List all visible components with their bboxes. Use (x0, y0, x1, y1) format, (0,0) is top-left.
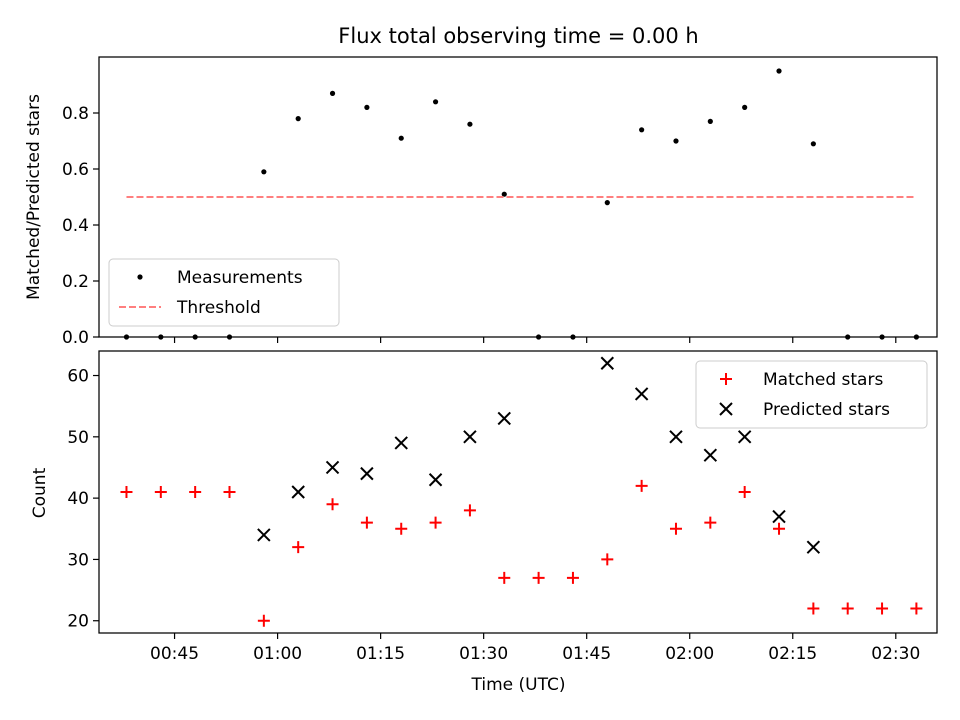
predicted-stars-point (463, 430, 477, 444)
matched-stars-point (807, 602, 820, 615)
measurement-point (398, 135, 404, 141)
measurement-point (639, 127, 645, 133)
measurement-point (742, 104, 748, 110)
bottom-y-tick-label: 60 (67, 367, 89, 387)
top-y-tick-label: 0.8 (62, 104, 89, 124)
matched-stars-point (257, 614, 270, 627)
predicted-stars-point (634, 387, 649, 401)
predicted-stars-point (428, 473, 443, 487)
bottom-plot-frame (98, 350, 938, 634)
matched-stars-point (910, 602, 923, 615)
predicted-stars-point (669, 430, 683, 444)
matched-stars-point (326, 498, 339, 511)
legend-measurements-marker (137, 274, 143, 280)
bottom-x-tick-label: 01:00 (253, 644, 302, 664)
bottom-y-axis-label: Count (30, 467, 50, 518)
predicted-stars-point (325, 460, 340, 475)
matched-stars-point (395, 522, 408, 535)
matched-stars-point (532, 571, 545, 584)
legend-measurements-label: Measurements (177, 268, 303, 288)
measurement-point (776, 68, 782, 74)
matched-stars-point (601, 553, 614, 566)
matched-stars-point (154, 486, 167, 498)
top-y-tick-label: 0.6 (62, 160, 89, 180)
matched-stars-point (120, 486, 133, 498)
legend-matched-label: Matched stars (763, 370, 883, 390)
bottom-legend-box (695, 360, 928, 429)
predicted-stars-point (600, 356, 615, 370)
bottom-legend: Matched stars Predicted stars (695, 360, 928, 429)
bottom-x-tick-label: 02:30 (871, 644, 920, 664)
measurement-point (810, 141, 816, 147)
matched-stars-point (876, 602, 889, 615)
bottom-x-tick-label: 01:45 (562, 644, 611, 664)
bottom-x-tick-label: 00:45 (150, 644, 199, 664)
bottom-x-tick-label: 01:15 (356, 644, 405, 664)
predicted-stars-point (497, 411, 511, 426)
matched-stars-point (669, 522, 682, 535)
measurement-point (261, 169, 267, 175)
legend-predicted-marker (719, 402, 733, 416)
predicted-stars-point (291, 485, 305, 499)
top-chart-title: Flux total observing time = 0.00 h (338, 24, 698, 48)
predicted-stars-point (703, 448, 718, 462)
top-plot-frame (98, 56, 938, 338)
bottom-x-axis-label: Time (UTC) (471, 675, 566, 695)
matched-stars-point (704, 516, 717, 529)
predicted-stars-point (806, 540, 821, 554)
bottom-y-tick-label: 20 (67, 612, 89, 632)
matched-stars-point (223, 486, 236, 498)
matched-stars-point (566, 571, 579, 584)
legend-threshold-label: Threshold (176, 298, 261, 318)
bottom-x-tick-label: 02:15 (768, 644, 817, 664)
measurement-point (501, 191, 507, 197)
measurement-point (295, 116, 301, 122)
matched-stars-point (429, 516, 442, 529)
measurement-point (673, 138, 679, 144)
matched-stars-point (463, 504, 476, 517)
predicted-stars-point (737, 430, 752, 444)
matched-stars-point (773, 522, 786, 535)
bottom-y-tick-label: 50 (67, 428, 89, 448)
top-legend: Measurements Threshold (108, 258, 340, 327)
predicted-stars-point (394, 436, 408, 450)
legend-matched-marker (720, 373, 732, 385)
bottom-plot-marks (120, 356, 923, 627)
matched-stars-point (635, 479, 648, 492)
matched-stars-point (360, 516, 373, 529)
measurement-point (432, 99, 439, 105)
bottom-axes: 20 30 40 50 60 00:45 01:00 01:15 01:30 01:45 02:00… (67, 367, 920, 664)
matched-stars-point (738, 486, 751, 498)
legend-predicted-label: Predicted stars (763, 400, 890, 420)
matched-stars-point (189, 486, 202, 498)
measurement-point (467, 121, 473, 127)
bottom-x-tick-label: 02:00 (665, 644, 714, 664)
measurement-point (364, 104, 370, 110)
predicted-stars-point (257, 528, 271, 542)
bottom-y-tick-label: 30 (67, 550, 89, 570)
top-y-tick-label: 0.4 (62, 216, 89, 236)
matched-stars-point (498, 571, 511, 584)
top-legend-box (108, 258, 340, 327)
top-y-axis-label: Matched/Predicted stars (24, 94, 44, 300)
bottom-x-tick-label: 01:30 (459, 644, 508, 664)
predicted-stars-point (772, 509, 786, 524)
measurement-point (604, 200, 610, 206)
matched-stars-point (841, 602, 854, 615)
predicted-stars-point (360, 466, 374, 481)
measurement-point (329, 90, 336, 96)
bottom-y-tick-label: 40 (67, 489, 89, 509)
top-y-tick-label: 0.2 (62, 272, 89, 292)
measurement-point (707, 118, 713, 124)
matched-stars-point (292, 541, 305, 554)
top-axes: 0.0 0.2 0.4 0.6 0.8 (62, 104, 897, 348)
top-y-tick-label: 0.0 (62, 328, 89, 348)
